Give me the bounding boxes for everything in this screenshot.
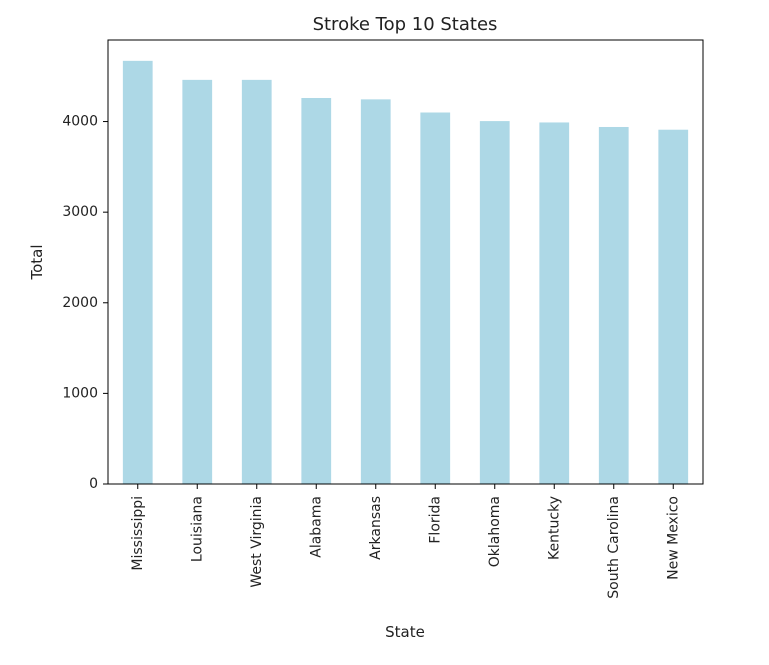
- y-axis-ticks: 0 1000 2000 3000 4000: [62, 114, 108, 492]
- bar-alabama: [301, 97, 332, 485]
- x-tick-label: New Mexico: [665, 496, 681, 580]
- bar-new-mexico: [658, 129, 689, 484]
- y-tick-label: 2000: [62, 295, 98, 311]
- y-tick-label: 3000: [62, 204, 98, 220]
- x-tick-label: Kentucky: [546, 496, 562, 560]
- bars-layer: [122, 60, 689, 485]
- bar-oklahoma: [479, 121, 510, 484]
- x-tick-label: Louisiana: [189, 496, 205, 562]
- bar-south-carolina: [598, 126, 629, 484]
- bar-mississippi: [122, 60, 153, 484]
- bar-west-virginia: [241, 79, 272, 484]
- x-tick-label: South Carolina: [606, 496, 622, 599]
- x-tick-label: West Virginia: [249, 496, 265, 588]
- x-tick-label: Florida: [427, 496, 443, 544]
- x-tick-label: Oklahoma: [487, 496, 503, 567]
- bar-arkansas: [360, 99, 391, 485]
- plot-frame: [107, 39, 704, 485]
- x-tick-label: Mississippi: [130, 496, 146, 571]
- x-tick-label: Arkansas: [368, 496, 384, 560]
- x-axis-ticks: Mississippi Louisiana West Virginia Alabama…: [130, 484, 681, 599]
- y-axis-label: Total: [28, 244, 46, 280]
- x-tick-label: Alabama: [308, 496, 324, 558]
- x-axis-label: State: [385, 623, 425, 641]
- y-tick-label: 1000: [62, 385, 98, 401]
- y-tick-label: 0: [89, 476, 98, 492]
- bar-florida: [420, 112, 451, 484]
- y-tick-label: 4000: [62, 114, 98, 130]
- bar-kentucky: [539, 122, 570, 484]
- chart-title: Stroke Top 10 States: [313, 14, 498, 35]
- bar-louisiana: [182, 79, 213, 484]
